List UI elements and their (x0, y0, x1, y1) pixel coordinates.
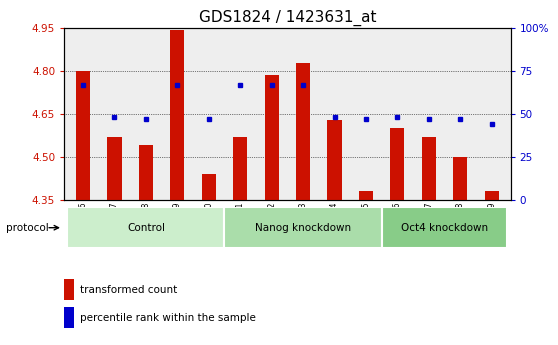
Bar (201, 174, 216, 200)
Bar (139, 146, 153, 200)
Text: protocol: protocol (6, 223, 49, 233)
Bar (359, 191, 373, 200)
Text: Control: Control (127, 223, 165, 233)
Bar (233, 137, 247, 200)
Bar (296, 63, 310, 200)
Bar (485, 191, 499, 200)
Bar (328, 120, 341, 200)
Title: GDS1824 / 1423631_at: GDS1824 / 1423631_at (199, 10, 376, 26)
Bar (64, 279, 74, 300)
Bar (64, 307, 74, 328)
Bar (107, 137, 122, 200)
Text: percentile rank within the sample: percentile rank within the sample (80, 313, 256, 323)
Bar (76, 71, 90, 200)
Text: transformed count: transformed count (80, 285, 177, 295)
Bar (68, 207, 224, 248)
Bar (422, 137, 436, 200)
Bar (453, 157, 468, 200)
Text: Oct4 knockdown: Oct4 knockdown (401, 223, 488, 233)
Text: Nanog knockdown: Nanog knockdown (255, 223, 351, 233)
Bar (382, 207, 507, 248)
Bar (170, 30, 184, 200)
Bar (224, 207, 382, 248)
Bar (264, 75, 279, 200)
Bar (391, 128, 405, 200)
